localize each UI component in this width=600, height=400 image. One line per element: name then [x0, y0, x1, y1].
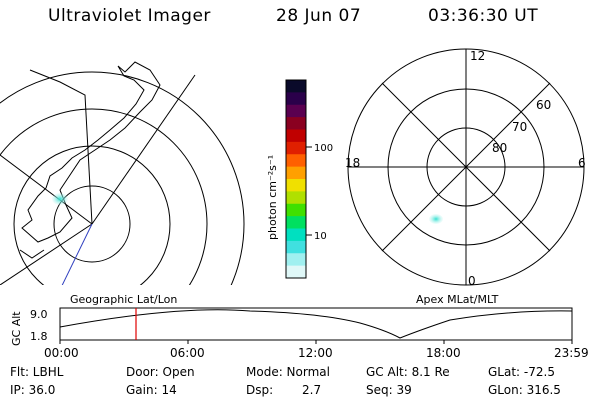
colorbar-segment: [286, 265, 306, 279]
filter-info: Flt: LBHL: [10, 365, 64, 379]
mlt-label-left: 18: [345, 156, 360, 170]
y-tick-label: 9.0: [30, 308, 48, 321]
colorbar-segment: [286, 117, 306, 130]
glat-info: GLat: -72.5: [488, 365, 555, 379]
instrument-title: Ultraviolet Imager: [48, 6, 211, 26]
left-panel-label: Geographic Lat/Lon: [70, 293, 177, 306]
colorbar-segment: [286, 92, 306, 106]
x-tick-label: 23:59: [554, 346, 589, 360]
altitude-timeline: [59, 307, 573, 344]
meridian-line: [0, 154, 93, 225]
gain-info: Gain: 14: [126, 383, 177, 397]
lat-circle: [13, 145, 171, 285]
mlt-label-top: 12: [470, 49, 485, 63]
meridian-line: [0, 223, 93, 285]
terminator-line: [61, 223, 93, 285]
lat-circle: [53, 185, 131, 263]
seq-info: Seq: 39: [366, 383, 412, 397]
time-label: 03:36:30 UT: [428, 6, 539, 26]
gc-alt-info: GC Alt: 8.1 Re: [366, 365, 450, 379]
colorbar-segment: [286, 154, 306, 168]
mlt-line: [381, 82, 551, 252]
lat-circle: [0, 71, 245, 285]
colorbar-segment: [286, 240, 306, 254]
mlat-label: 80: [492, 141, 507, 155]
colorbar-unit-label: photon cm⁻²s⁻¹: [266, 155, 279, 240]
colorbar-segment: [286, 228, 306, 242]
colorbar-segment: [286, 129, 306, 143]
colorbar-segment: [286, 179, 306, 192]
colorbar-segment: [286, 191, 306, 205]
door-info: Door: Open: [126, 365, 195, 379]
meridian-line: [91, 74, 196, 225]
colorbar-segment: [286, 80, 306, 93]
dsp-label: Dsp:: [246, 383, 274, 397]
apex-polar-plot: [347, 48, 585, 286]
colorbar-segment: [286, 203, 306, 217]
mlt-label-right: 6: [578, 156, 586, 170]
colorbar-segment: [286, 216, 306, 229]
y-tick-label: 1.8: [30, 330, 48, 343]
x-tick-label: 06:00: [170, 346, 205, 360]
x-tick-label: 18:00: [426, 346, 461, 360]
date-label: 28 Jun 07: [276, 6, 362, 26]
right-panel-label: Apex MLat/MLT: [416, 293, 499, 306]
coastline: [21, 61, 161, 243]
meridian-line: [29, 69, 93, 225]
dsp-value: 2.7: [302, 383, 322, 397]
timeline-frame: [59, 307, 573, 341]
colorbar-tick-label: 100: [314, 143, 333, 154]
colorbar-segment: [286, 104, 306, 118]
colorbar-segment: [286, 253, 306, 267]
geographic-map: [0, 61, 245, 285]
x-tick-label: 12:00: [298, 346, 333, 360]
mlt-label-bottom: 0: [468, 274, 476, 288]
aurora-emission: [429, 214, 443, 224]
mlat-label: 60: [536, 98, 551, 112]
mlat-label: 70: [512, 120, 527, 134]
lat-circle: [0, 108, 208, 285]
x-tick-label: 00:00: [44, 346, 79, 360]
colorbar-segment: [286, 141, 306, 155]
glon-info: GLon: 316.5: [488, 383, 561, 397]
altitude-curve: [59, 309, 573, 339]
colorbar-segment: [286, 166, 306, 180]
coastline: [19, 249, 45, 259]
mode-info: Mode: Normal: [246, 365, 330, 379]
ip-info: IP: 36.0: [10, 383, 56, 397]
colorbar: [286, 80, 306, 279]
colorbar-frame: [285, 79, 307, 279]
timeline-axis-label: GC Alt: [10, 311, 23, 346]
colorbar-tick-label: 10: [314, 231, 327, 242]
aurora-emission: [52, 193, 68, 205]
